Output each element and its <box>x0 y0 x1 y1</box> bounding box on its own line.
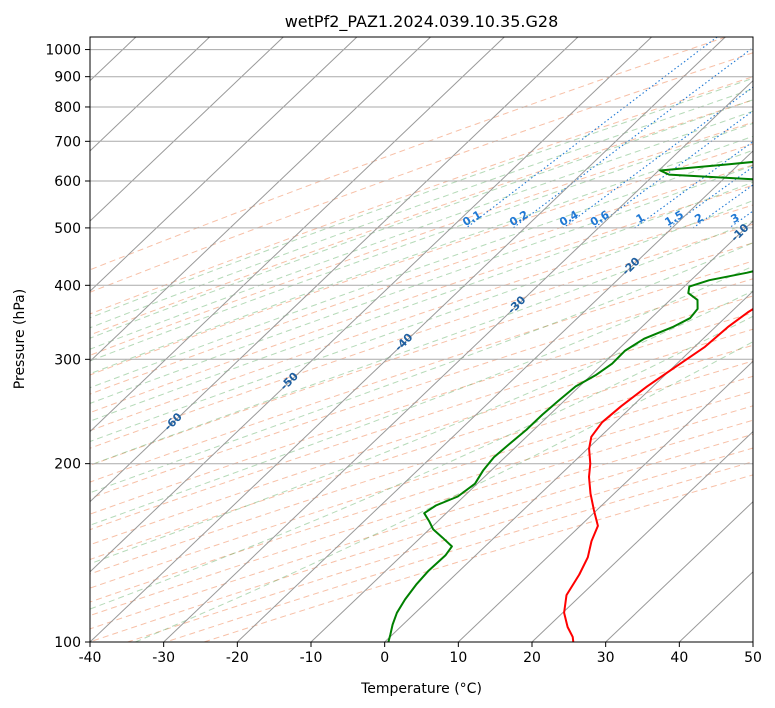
dry-adiabat <box>90 328 753 546</box>
isotherm <box>236 150 753 642</box>
dry-adiabat <box>90 390 753 603</box>
mixing-ratio-line <box>593 110 753 229</box>
moist-adiabat <box>90 122 753 362</box>
y-axis-title: Pressure (hPa) <box>12 289 28 389</box>
x-tick-label: -40 <box>79 650 102 666</box>
y-tick-label: 500 <box>54 221 81 237</box>
y-tick-label: 800 <box>54 100 81 116</box>
isotherm <box>90 37 652 573</box>
x-tick-label: -20 <box>226 650 249 666</box>
dry-adiabat <box>90 37 726 271</box>
dry-adiabat <box>90 360 753 575</box>
isotherm <box>384 290 753 642</box>
plot-frame <box>89 36 754 643</box>
moist-adiabat <box>90 220 753 466</box>
dry-adiabat <box>90 278 753 499</box>
x-tick-label: 40 <box>670 650 688 666</box>
series-layer <box>387 160 753 642</box>
isotherm <box>90 37 284 222</box>
grid-layer <box>90 37 753 642</box>
isotherm <box>90 37 579 503</box>
y-tick-label: 100 <box>54 635 81 651</box>
isotherm <box>457 360 753 642</box>
isotherm <box>163 80 753 642</box>
x-axis-title: Temperature (°C) <box>360 681 482 697</box>
x-tick-label: 30 <box>597 650 615 666</box>
x-tick-label: 10 <box>449 650 467 666</box>
dry-adiabat <box>90 223 753 449</box>
x-tick-label: 50 <box>744 650 762 666</box>
isotherm <box>90 37 505 433</box>
moist-adiabat <box>90 315 753 610</box>
y-tick-label: 400 <box>54 278 81 294</box>
y-axis: 100 200 300 400 500 600 700 800 900 1000 <box>45 43 90 651</box>
x-axis: -40 -30 -20 -10 0 10 20 30 40 50 <box>79 642 762 666</box>
x-tick-label: -10 <box>300 650 323 666</box>
moist-adiabat <box>90 290 753 565</box>
x-tick-label: 20 <box>523 650 541 666</box>
y-tick-label: 600 <box>54 174 81 190</box>
chart-title: wetPf2_PAZ1.2024.039.10.35.G28 <box>285 12 559 32</box>
isotherm <box>90 37 358 292</box>
x-tick-label: 0 <box>380 650 389 666</box>
y-tick-label: 1000 <box>45 43 81 59</box>
isotherm <box>531 430 753 642</box>
mixing-ratio-line <box>465 37 718 229</box>
y-tick-label: 700 <box>54 134 81 150</box>
dewpoint-profile-line <box>387 160 753 642</box>
isotherm <box>310 220 753 642</box>
dry-adiabat <box>90 121 753 356</box>
y-tick-label: 300 <box>54 352 81 368</box>
y-tick-label: 200 <box>54 457 81 473</box>
moist-adiabat <box>90 77 753 319</box>
y-tick-label: 900 <box>54 70 81 86</box>
dry-adiabat <box>90 99 753 336</box>
moist-adiabat <box>90 181 753 422</box>
dry-adiabat <box>90 76 753 315</box>
mixing-ratio-line <box>562 86 753 229</box>
temperature-profile-line <box>563 307 753 642</box>
isotherm <box>90 37 210 152</box>
isotherm <box>605 501 753 642</box>
isotherm <box>90 37 726 642</box>
x-tick-label: -30 <box>152 650 175 666</box>
moist-adiabat <box>90 135 753 375</box>
dry-adiabat <box>90 184 753 414</box>
dry-adiabat <box>90 312 753 531</box>
dry-adiabat <box>90 52 753 293</box>
isotherm <box>90 37 431 363</box>
moist-adiabat <box>90 88 753 329</box>
